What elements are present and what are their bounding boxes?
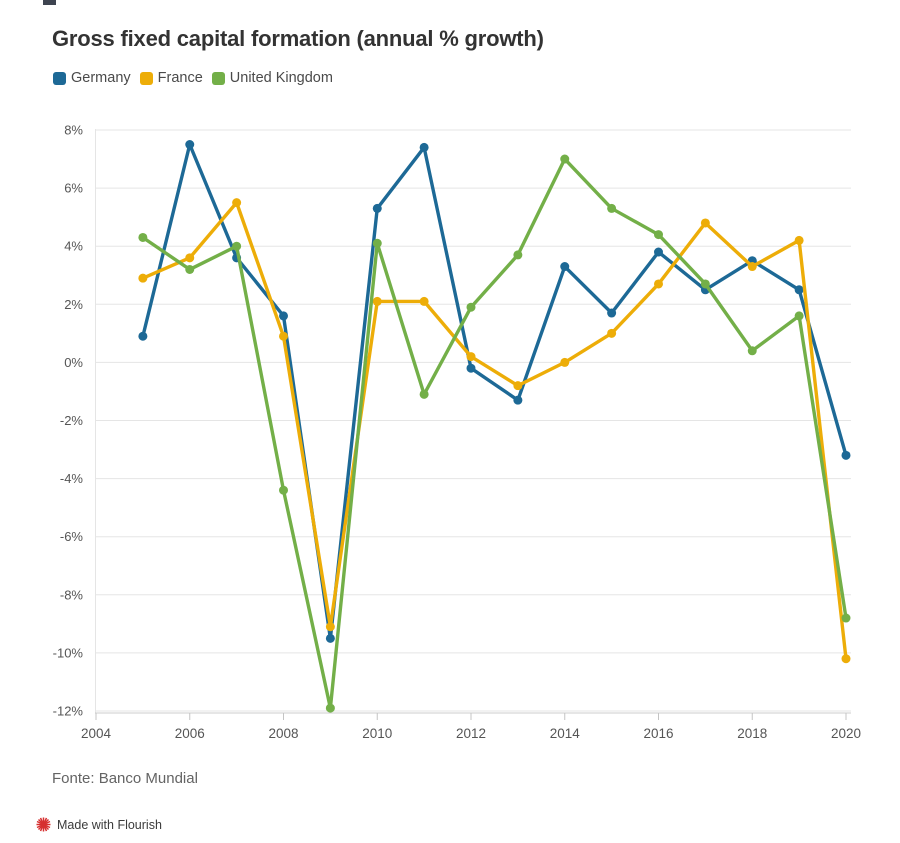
data-point-united-kingdom[interactable] — [700, 279, 710, 289]
data-point-united-kingdom[interactable] — [279, 485, 288, 495]
data-point-germany[interactable] — [185, 140, 195, 150]
x-tick-label: 2014 — [550, 726, 581, 741]
data-point-germany[interactable] — [279, 311, 288, 321]
series-line-united-kingdom — [141, 157, 848, 710]
y-tick-label: -10% — [53, 645, 84, 660]
data-point-france[interactable] — [747, 262, 757, 272]
flourish-logo-icon — [36, 817, 51, 832]
data-point-germany[interactable] — [607, 308, 617, 318]
data-point-united-kingdom[interactable] — [654, 230, 663, 240]
y-tick-label: 0% — [64, 355, 83, 370]
data-point-united-kingdom[interactable] — [419, 389, 429, 399]
data-point-united-kingdom[interactable] — [794, 311, 804, 321]
data-point-germany[interactable] — [419, 142, 429, 152]
data-point-germany[interactable] — [372, 203, 382, 213]
legend-item-united-kingdom[interactable]: United Kingdom — [211, 70, 333, 86]
data-point-france[interactable] — [607, 328, 617, 338]
data-point-united-kingdom[interactable] — [372, 238, 382, 248]
y-tick-label: -8% — [60, 587, 84, 602]
y-tick-label: 2% — [64, 297, 83, 312]
data-point-united-kingdom[interactable] — [325, 703, 335, 713]
data-point-germany[interactable] — [138, 331, 148, 341]
data-point-germany[interactable] — [325, 633, 335, 643]
series-line-france — [141, 200, 848, 661]
legend: Germany France United Kingdom — [53, 70, 333, 86]
legend-item-label: Germany — [71, 70, 131, 86]
chart-title: Gross fixed capital formation (annual % … — [52, 26, 544, 51]
data-point-germany[interactable] — [841, 450, 851, 460]
x-tick-label: 2016 — [643, 726, 673, 741]
y-tick-label: 8% — [64, 123, 83, 138]
x-tick-label: 2020 — [831, 726, 861, 741]
legend-item-germany[interactable]: Germany — [53, 70, 131, 86]
data-point-france[interactable] — [513, 381, 523, 391]
series-germany[interactable] — [138, 140, 851, 643]
y-tick-label: -2% — [60, 413, 84, 428]
data-point-france[interactable] — [185, 253, 195, 263]
screen-edge-artifact — [43, 0, 56, 5]
data-point-united-kingdom[interactable] — [607, 203, 617, 213]
legend-item-label: United Kingdom — [229, 70, 333, 86]
data-point-france[interactable] — [138, 273, 148, 283]
legend-item-france[interactable]: France — [139, 70, 203, 86]
data-point-france[interactable] — [279, 331, 288, 341]
data-point-france[interactable] — [325, 622, 335, 632]
data-point-germany[interactable] — [513, 395, 523, 405]
flourish-credit[interactable]: Made with Flourish — [36, 817, 162, 832]
data-point-france[interactable] — [560, 357, 570, 367]
data-point-united-kingdom[interactable] — [841, 613, 851, 623]
x-tick-label: 2012 — [456, 726, 486, 741]
series-united-kingdom[interactable] — [138, 154, 851, 713]
legend-swatch-icon — [53, 71, 66, 85]
legend-item-label: France — [157, 70, 203, 86]
y-tick-label: -4% — [60, 471, 84, 486]
credit-label: Made with Flourish — [57, 817, 162, 832]
data-point-germany[interactable] — [794, 285, 804, 295]
data-point-united-kingdom[interactable] — [138, 232, 148, 242]
data-point-france[interactable] — [654, 279, 663, 289]
data-point-united-kingdom[interactable] — [232, 241, 242, 251]
data-point-united-kingdom[interactable] — [185, 264, 195, 274]
data-point-france[interactable] — [232, 198, 242, 208]
data-point-france[interactable] — [466, 352, 476, 362]
data-point-united-kingdom[interactable] — [466, 302, 476, 312]
data-point-germany[interactable] — [466, 363, 476, 373]
data-point-france[interactable] — [419, 296, 429, 306]
data-point-france[interactable] — [794, 235, 804, 245]
y-tick-label: 6% — [64, 181, 83, 196]
data-point-france[interactable] — [700, 218, 710, 228]
source-note: Fonte: Banco Mundial — [52, 770, 198, 787]
y-tick-label: -6% — [60, 529, 84, 544]
data-point-germany[interactable] — [560, 262, 570, 272]
x-tick-label: 2004 — [81, 726, 112, 741]
x-tick-label: 2018 — [737, 726, 767, 741]
x-tick-label: 2008 — [268, 726, 298, 741]
legend-swatch-icon — [139, 71, 153, 85]
data-point-united-kingdom[interactable] — [560, 154, 570, 164]
y-tick-label: -12% — [53, 704, 84, 719]
data-point-france[interactable] — [372, 296, 382, 306]
data-point-united-kingdom[interactable] — [747, 346, 757, 356]
y-tick-label: 4% — [64, 239, 83, 254]
line-chart[interactable]: 8% 6% 4% 2% 0% -2% -4% -6% -8% -10% -12% 2004 2006 20… — [0, 0, 900, 760]
data-point-france[interactable] — [841, 654, 851, 664]
series-line-germany — [141, 142, 848, 641]
x-tick-label: 2010 — [362, 726, 392, 741]
series-france[interactable] — [138, 198, 851, 664]
x-tick-label: 2006 — [175, 726, 205, 741]
data-point-united-kingdom[interactable] — [513, 250, 523, 260]
data-point-germany[interactable] — [654, 247, 663, 257]
legend-swatch-icon — [211, 71, 225, 85]
